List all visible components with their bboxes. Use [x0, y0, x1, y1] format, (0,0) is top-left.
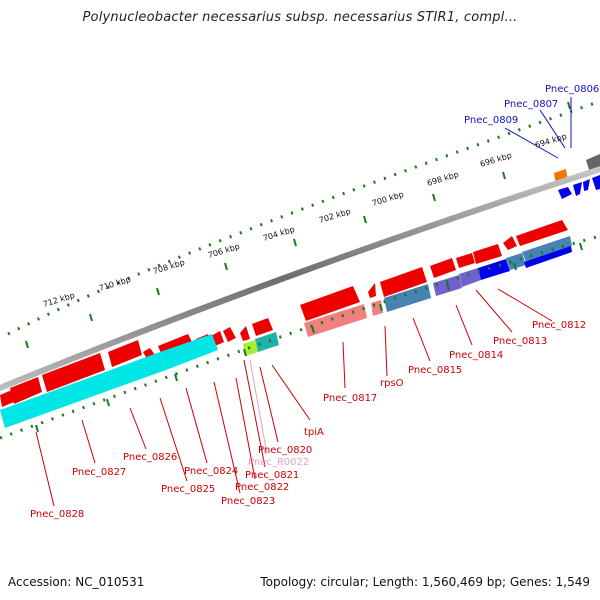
gene-label: Pnec_0821: [245, 470, 299, 481]
cds-arrow: [473, 244, 502, 264]
cds-arrow: [380, 267, 427, 297]
gene-label: Pnec_0824: [184, 466, 238, 477]
cog-blue: [524, 246, 572, 268]
leader-line: [504, 127, 559, 159]
cds-arrow: [10, 377, 42, 404]
gene-label: Pnec_0813: [493, 336, 547, 347]
scale-labels: 694 kbp 696 kbp 698 kbp 700 kbp 702 kbp …: [42, 132, 568, 309]
cog-track: [0, 236, 572, 428]
cds-blue-4: [592, 175, 600, 190]
cog-cyan: [160, 334, 218, 370]
genome-summary: Topology: circular; Length: 1,560,469 bp…: [260, 575, 590, 589]
leader-line: [249, 359, 268, 455]
scale-label: 700 kbp: [371, 190, 405, 208]
gene-label: Pnec_0823: [221, 496, 275, 507]
gene-label: rpsO: [380, 378, 404, 389]
cds-blue-2: [573, 182, 582, 196]
scale-label: 704 kbp: [262, 225, 296, 243]
gene-label: Pnec_0827: [72, 467, 126, 478]
outer-major-ticks: [25, 101, 571, 349]
leader-line: [35, 431, 55, 507]
gene-label: Pnec_0814: [449, 350, 503, 361]
cog-cyan: [108, 352, 166, 389]
inner-major-ticks: [35, 242, 583, 433]
gene-label: Pnec_0815: [408, 365, 462, 376]
gene-label: Pnec_0809: [464, 115, 518, 126]
accession-label: Accession: NC_010531: [8, 575, 145, 589]
cds-arrow: [42, 353, 105, 392]
scale-label: 706 kbp: [207, 242, 241, 260]
backbone-ring: [0, 166, 600, 392]
leader-line: [342, 341, 346, 389]
cds-arrow: [503, 236, 517, 250]
cds-arrow: [368, 283, 376, 298]
cog-steel: [384, 284, 431, 312]
leader-line: [384, 325, 388, 377]
leader-line: [259, 366, 279, 443]
leader-line: [213, 381, 241, 494]
leader-line: [455, 304, 473, 346]
gene-label: Pnec_0820: [258, 445, 312, 456]
gene-labels: Pnec_0806 Pnec_0807 Pnec_0809 Pnec_0812 …: [30, 84, 599, 520]
gene-label: Pnec_R0022: [248, 457, 309, 468]
gene-label: Pnec_0806: [545, 84, 599, 95]
cds-arrow: [240, 326, 250, 341]
gene-label: Pnec_0822: [235, 482, 289, 493]
leader-line: [475, 289, 513, 333]
cds-arrow: [252, 318, 273, 336]
cog-purple: [459, 268, 481, 287]
cog-lime: [243, 340, 258, 356]
scale-label: 698 kbp: [426, 170, 460, 188]
leader-line: [235, 377, 256, 480]
scale-label: 696 kbp: [479, 151, 513, 169]
leader-line: [271, 364, 311, 421]
leader-line: [243, 359, 266, 468]
cds-blue-1: [558, 187, 572, 199]
forward-cds-track: [0, 220, 568, 407]
cds-arrow: [430, 258, 456, 278]
leader-line: [129, 407, 147, 450]
cds-arrow: [0, 390, 14, 407]
leader-line: [81, 419, 96, 464]
cds-arrow: [516, 220, 568, 246]
gene-label: Pnec_0812: [532, 320, 586, 331]
leader-line: [539, 109, 566, 149]
cds-blue-3: [583, 179, 590, 191]
cog-cyan: [0, 371, 113, 428]
cog-steel: [522, 236, 572, 262]
scale-label: 702 kbp: [318, 207, 352, 225]
cog-teal: [255, 332, 279, 352]
label-leader-lines: [35, 97, 572, 507]
cds-arrow: [108, 340, 142, 367]
cog-pink: [304, 304, 367, 337]
cds-arrow: [223, 327, 236, 342]
gene-label: Pnec_0825: [161, 484, 215, 495]
gene-label: Pnec_0826: [123, 452, 177, 463]
outer-scale-dots: [7, 100, 599, 336]
cog-blue: [478, 259, 510, 280]
gene-label: Pnec_0828: [30, 509, 84, 520]
scale-label: 712 kbp: [42, 291, 76, 309]
gene-label: Pnec_0817: [323, 393, 377, 404]
gene-label: tpiA: [304, 427, 324, 438]
cds-arrow: [456, 253, 475, 268]
leader-line: [185, 387, 208, 464]
leader-line: [497, 288, 553, 322]
leader-line: [159, 397, 188, 482]
top-right-features: [554, 154, 600, 199]
map-title: Polynucleobacter necessarius subsp. nece…: [82, 10, 518, 25]
cds-arrow: [300, 286, 360, 321]
gene-label: Pnec_0807: [504, 99, 558, 110]
leader-line: [412, 317, 431, 362]
scale-label: 710 kbp: [98, 275, 132, 293]
